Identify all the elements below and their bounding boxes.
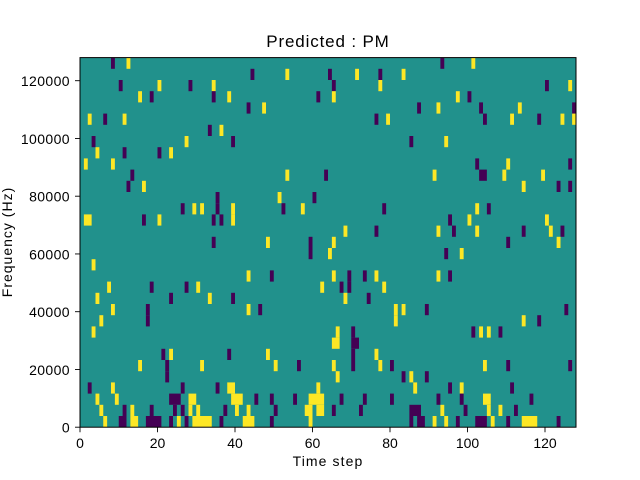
svg-text:120000: 120000 xyxy=(21,73,70,89)
svg-text:20000: 20000 xyxy=(29,362,70,378)
svg-text:Frequency (Hz): Frequency (Hz) xyxy=(0,187,15,297)
svg-text:60000: 60000 xyxy=(29,246,70,262)
svg-text:Predicted : PM: Predicted : PM xyxy=(266,32,389,51)
svg-text:Time step: Time step xyxy=(293,453,364,469)
svg-text:120: 120 xyxy=(533,435,557,451)
svg-text:40: 40 xyxy=(227,435,243,451)
svg-text:60: 60 xyxy=(305,435,321,451)
svg-text:100000: 100000 xyxy=(21,131,70,147)
svg-text:0: 0 xyxy=(62,420,70,436)
svg-text:80000: 80000 xyxy=(29,189,70,205)
svg-text:40000: 40000 xyxy=(29,304,70,320)
svg-text:0: 0 xyxy=(76,435,84,451)
svg-text:80: 80 xyxy=(382,435,398,451)
svg-text:100: 100 xyxy=(456,435,480,451)
svg-text:20: 20 xyxy=(150,435,166,451)
